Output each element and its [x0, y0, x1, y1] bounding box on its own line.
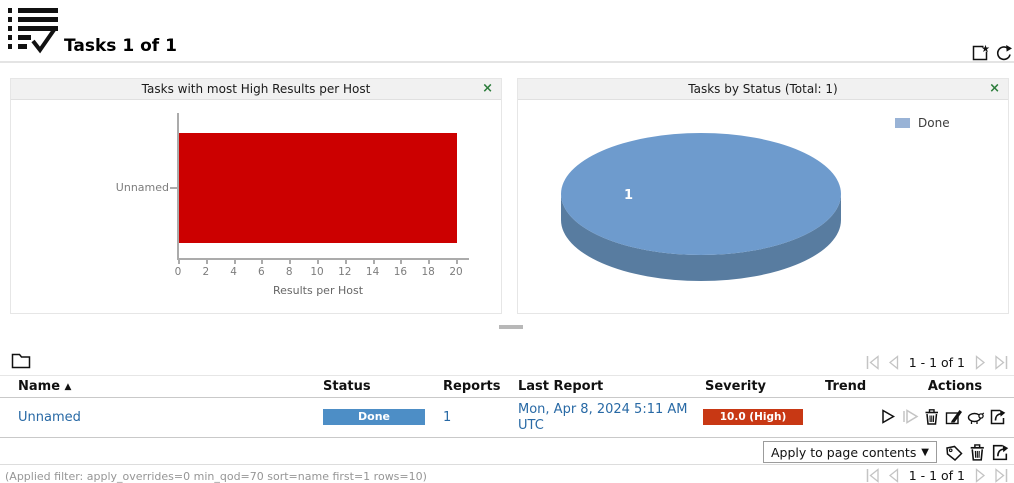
column-header-last-report[interactable]: Last Report — [518, 379, 604, 394]
table-top-divider — [0, 375, 1014, 376]
new-dashboard-display-icon[interactable]: ★ — [971, 44, 990, 66]
bulk-action-select[interactable]: Apply to page contents ▼ — [763, 441, 937, 463]
bar-x-axis-ticks: 0 2 4 6 8 10 12 14 16 18 20 — [175, 260, 464, 282]
column-header-actions: Actions — [927, 379, 983, 394]
table-row-divider — [0, 437, 1014, 438]
move-to-trashcan-icon[interactable] — [922, 407, 941, 426]
bar-chart: Unnamed 0 2 4 6 8 10 12 14 16 18 20 Results per Ho… — [11, 100, 501, 313]
edit-icon[interactable] — [944, 407, 963, 426]
panel-title: Tasks by Status (Total: 1) — [688, 82, 838, 96]
column-header-severity[interactable]: Severity — [705, 379, 767, 394]
page-title: Tasks 1 of 1 — [64, 36, 177, 56]
bar-y-axis — [177, 113, 179, 259]
header-divider — [0, 61, 1014, 63]
resume-icon-disabled — [903, 409, 919, 424]
severity-bar: 10.0 (High) — [703, 409, 803, 425]
table-row-last-report: Mon, Apr 8, 2024 5:11 AM UTC — [518, 402, 690, 434]
pie-slice-top[interactable] — [561, 133, 841, 255]
pie-slice-value: 1 — [624, 188, 633, 203]
last-report-link[interactable]: Mon, Apr 8, 2024 5:11 AM UTC — [518, 402, 688, 433]
next-page-icon[interactable] — [972, 353, 989, 371]
pagination-top: 1 - 1 of 1 — [864, 353, 1010, 371]
bar-x-axis-title: Results per Host — [272, 284, 364, 297]
panel-header[interactable]: Tasks with most High Results per Host × — [11, 79, 501, 100]
export-page-icon[interactable] — [990, 442, 1010, 462]
footer-divider — [0, 464, 1014, 465]
status-progressbar: Done — [323, 409, 425, 425]
table-row-name: Unnamed — [18, 410, 81, 425]
panel-title: Tasks with most High Results per Host — [141, 82, 371, 96]
tasks-list-icon — [8, 6, 60, 58]
pie-chart-svg: 1 — [561, 133, 841, 281]
reports-count-link[interactable]: 1 — [443, 410, 452, 425]
folder-icon — [10, 352, 31, 374]
bulk-action-icons — [944, 442, 1010, 462]
panel-header[interactable]: Tasks by Status (Total: 1) × — [518, 79, 1008, 100]
pie-legend: Done — [895, 116, 950, 130]
first-page-icon[interactable] — [864, 466, 881, 483]
start-icon[interactable] — [878, 407, 897, 426]
panel-high-results-per-host: Tasks with most High Results per Host × … — [10, 78, 502, 314]
close-panel-icon[interactable]: × — [482, 81, 493, 96]
legend-label: Done — [918, 116, 950, 130]
last-page-icon[interactable] — [993, 353, 1010, 371]
clone-sheep-icon[interactable] — [966, 407, 985, 426]
svg-text:★: ★ — [981, 44, 990, 55]
bar-category-label: Unnamed — [115, 181, 169, 194]
tags-icon[interactable] — [944, 442, 964, 462]
bar-category-tickmark — [170, 187, 177, 189]
export-icon[interactable] — [988, 407, 1007, 426]
column-header-trend[interactable]: Trend — [825, 379, 867, 394]
previous-page-icon[interactable] — [885, 466, 902, 483]
pie-slice-side — [561, 194, 841, 281]
pagination-bottom: 1 - 1 of 1 — [864, 466, 1010, 483]
column-header-status[interactable]: Status — [323, 379, 371, 394]
applied-filter-text: (Applied filter: apply_overrides=0 min_q… — [5, 470, 427, 483]
panel-tasks-by-status: Tasks by Status (Total: 1) × 1 Done — [517, 78, 1009, 314]
first-page-icon[interactable] — [864, 353, 881, 371]
column-header-reports[interactable]: Reports — [443, 379, 501, 394]
legend-swatch — [895, 118, 910, 128]
last-page-icon[interactable] — [993, 466, 1010, 483]
column-header-name[interactable]: Name ▲ — [18, 379, 72, 394]
task-name-link[interactable]: Unnamed — [18, 410, 81, 425]
pagination-label: 1 - 1 of 1 — [908, 467, 965, 483]
dashboard-resize-handle[interactable] — [499, 325, 523, 329]
refresh-icon[interactable] — [995, 44, 1013, 66]
previous-page-icon[interactable] — [885, 353, 902, 371]
close-panel-icon[interactable]: × — [989, 81, 1000, 96]
sort-ascending-icon: ▲ — [64, 382, 72, 392]
next-page-icon[interactable] — [972, 466, 989, 483]
bulk-action-selected: Apply to page contents — [771, 444, 917, 460]
table-header-divider — [0, 397, 1014, 398]
trashcan-icon[interactable] — [967, 442, 987, 462]
bar-x-axis — [177, 258, 469, 260]
pagination-label: 1 - 1 of 1 — [908, 354, 965, 370]
bar[interactable] — [179, 133, 457, 243]
table-row-reports: 1 — [443, 410, 451, 425]
chevron-down-icon: ▼ — [921, 446, 929, 458]
pie-chart: 1 Done — [518, 100, 1008, 313]
row-actions — [878, 407, 1007, 426]
